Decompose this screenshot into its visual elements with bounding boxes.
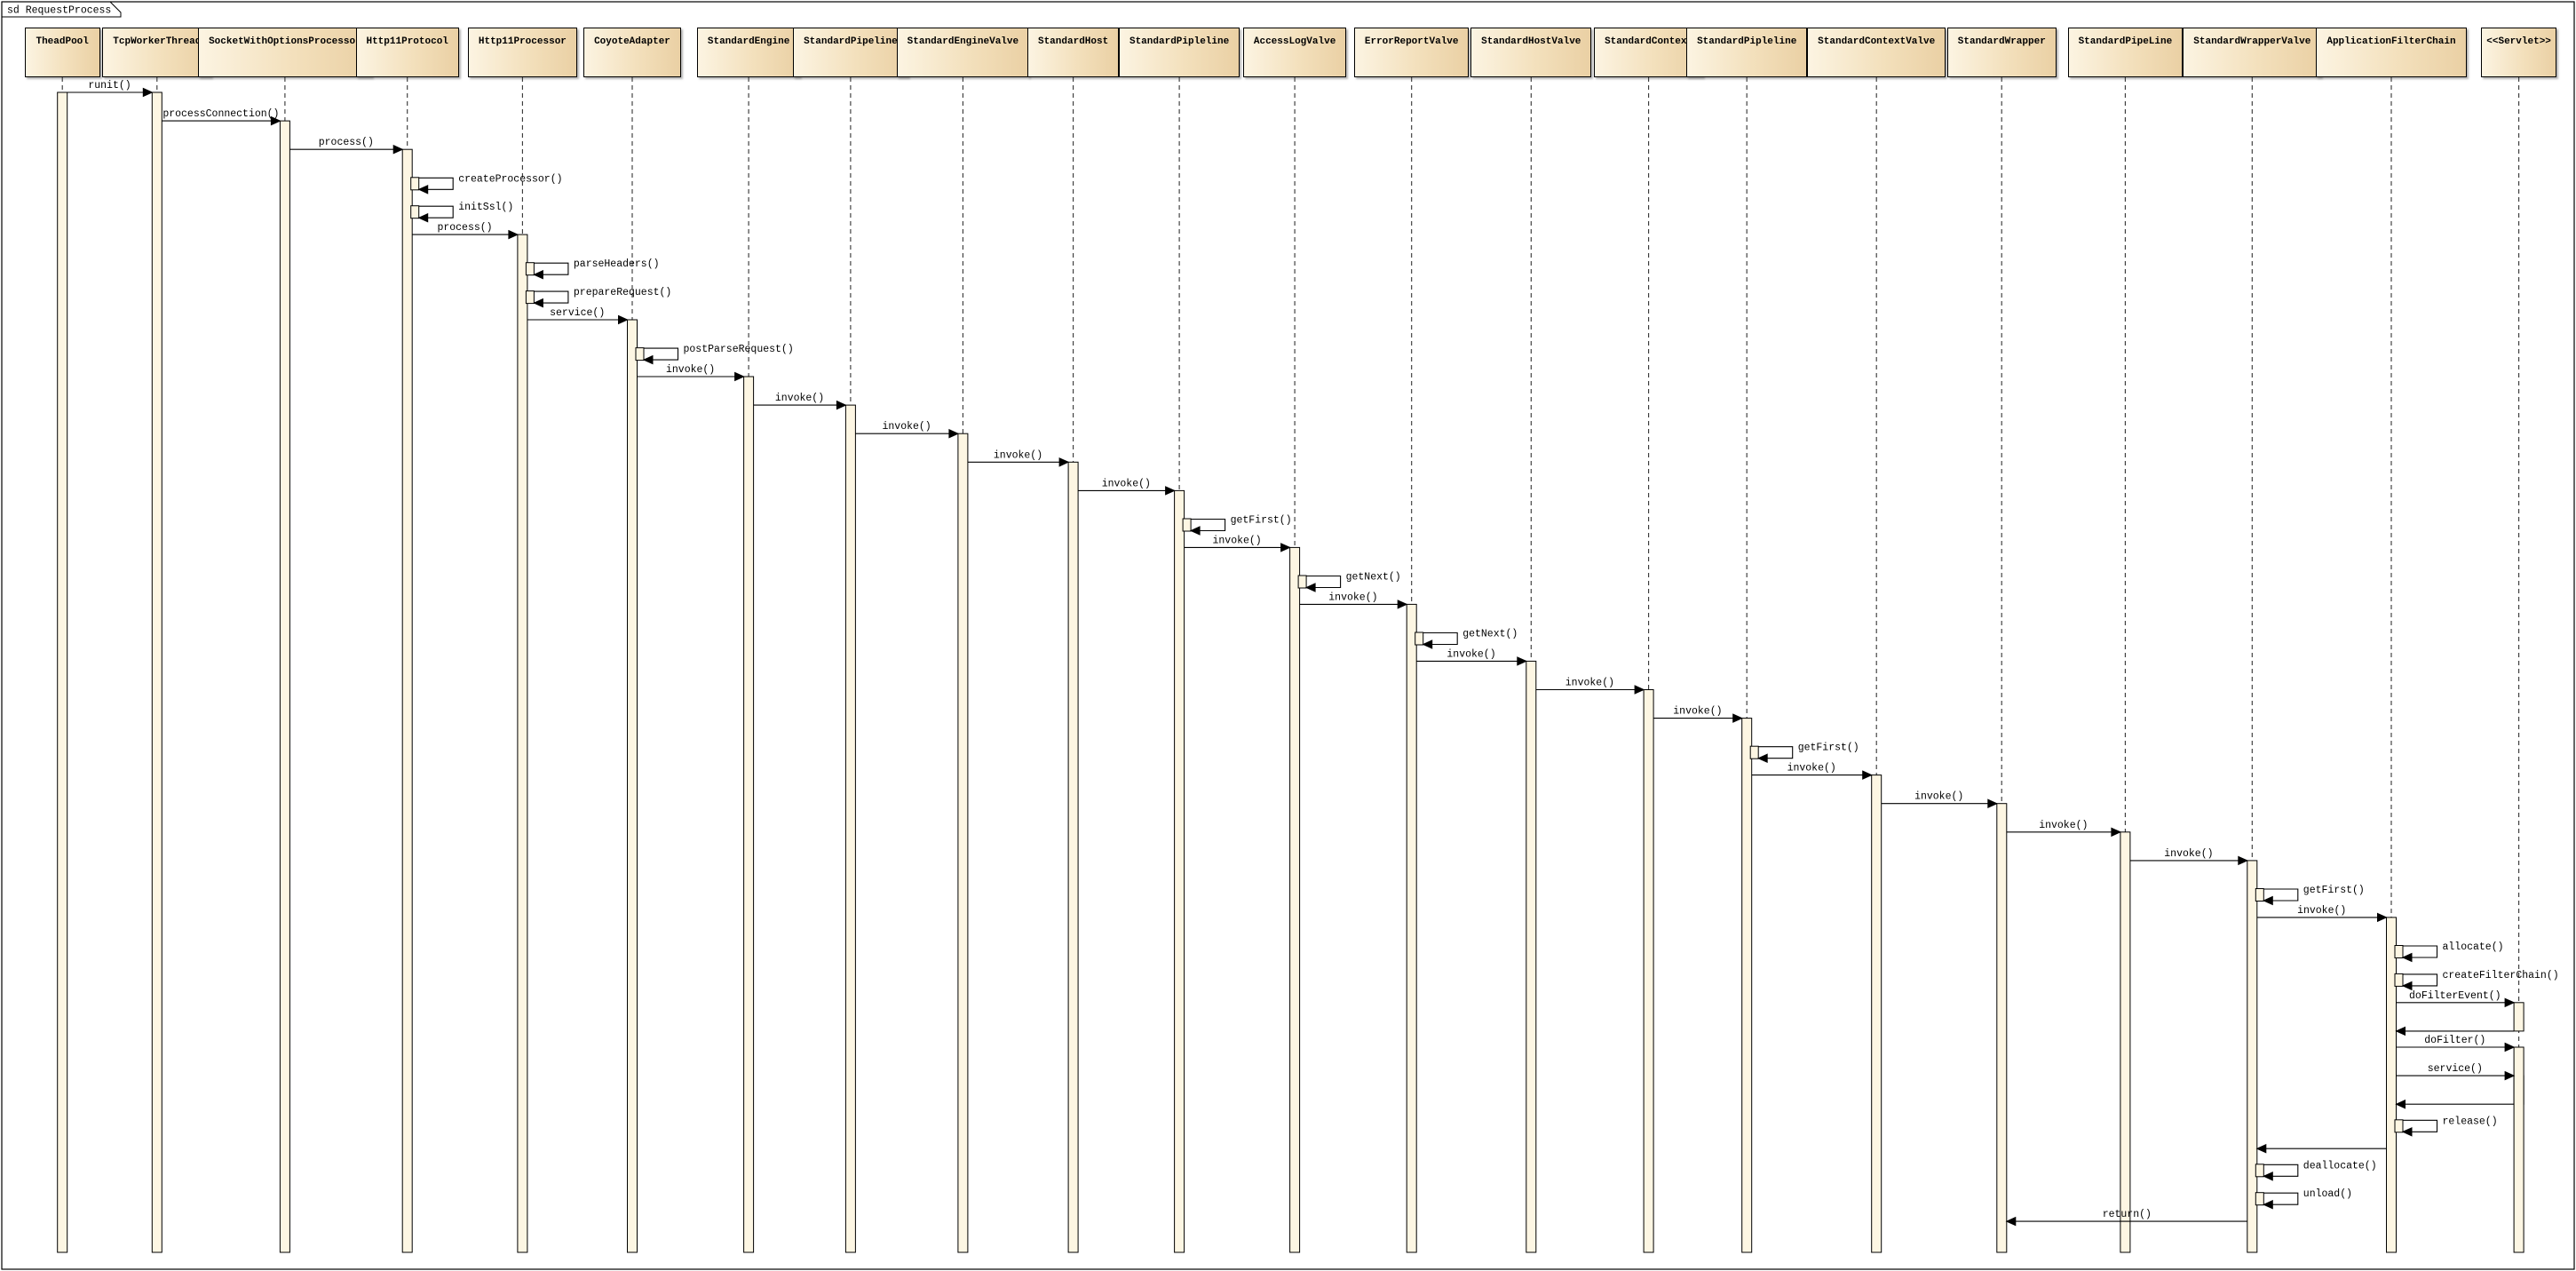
svg-text:getFirst(): getFirst() [2303,885,2365,896]
svg-text:invoke(): invoke() [1212,535,1261,546]
svg-text:doFilterEvent(): doFilterEvent() [2409,990,2501,1002]
svg-text:service(): service() [2428,1063,2483,1075]
svg-text:process(): process() [319,137,374,148]
svg-text:invoke(): invoke() [1565,678,1614,689]
svg-text:postParseRequest(): postParseRequest() [684,344,794,355]
svg-text:createFilterChain(): createFilterChain() [2443,970,2559,981]
svg-text:invoke(): invoke() [1673,706,1722,718]
svg-text:getFirst(): getFirst() [1231,515,1292,527]
svg-text:release(): release() [2443,1116,2498,1127]
svg-text:invoke(): invoke() [1914,791,1963,803]
svg-text:return(): return() [2103,1209,2152,1220]
svg-text:invoke(): invoke() [2164,848,2213,860]
svg-text:invoke(): invoke() [2297,905,2346,917]
svg-text:parseHeaders(): parseHeaders() [574,258,660,270]
svg-text:invoke(): invoke() [882,421,931,433]
svg-text:prepareRequest(): prepareRequest() [574,287,671,298]
svg-text:allocate(): allocate() [2443,941,2504,953]
svg-text:invoke(): invoke() [1447,648,1495,660]
svg-text:process(): process() [437,222,492,234]
svg-text:service(): service() [550,307,605,319]
svg-text:runit(): runit() [88,80,131,91]
svg-text:createProcessor(): createProcessor() [458,173,562,185]
svg-text:invoke(): invoke() [1328,592,1377,603]
svg-text:invoke(): invoke() [666,364,715,376]
svg-text:doFilter(): doFilter() [2424,1035,2485,1046]
svg-text:deallocate(): deallocate() [2303,1160,2377,1172]
svg-text:invoke(): invoke() [2039,820,2088,831]
svg-text:initSsl(): initSsl() [458,202,513,213]
svg-text:getNext(): getNext() [1462,629,1518,640]
svg-text:processConnection(): processConnection() [162,108,279,120]
svg-text:invoke(): invoke() [1787,763,1836,775]
svg-text:sd RequestProcess: sd RequestProcess [7,5,111,17]
svg-text:invoke(): invoke() [775,393,824,404]
svg-text:getFirst(): getFirst() [1798,743,1859,754]
svg-text:unload(): unload() [2303,1188,2352,1200]
svg-text:invoke(): invoke() [994,449,1042,461]
svg-text:invoke(): invoke() [1102,478,1151,489]
svg-text:getNext(): getNext() [1346,572,1401,584]
